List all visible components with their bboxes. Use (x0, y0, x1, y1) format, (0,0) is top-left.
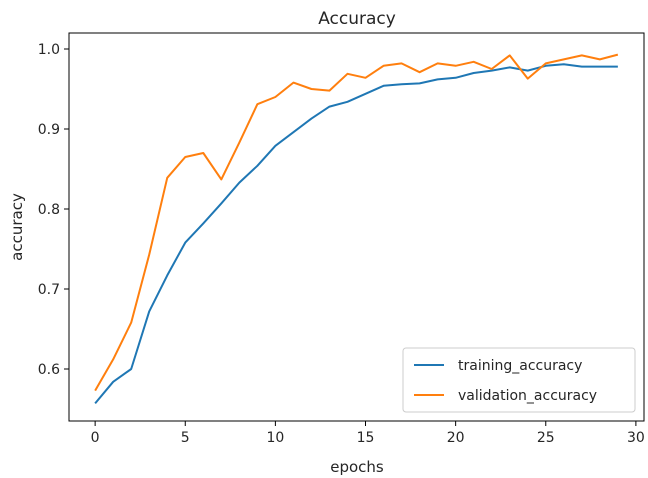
x-tick-label: 5 (181, 430, 190, 446)
series-line-validation-accuracy (94, 53, 619, 392)
x-tick-label: 15 (357, 430, 375, 446)
x-axis-label: epochs (330, 458, 384, 476)
plot-frame (68, 32, 645, 422)
y-tick-label: 0.9 (38, 122, 60, 138)
legend-box (402, 347, 636, 413)
legend-label-validation: validation_accuracy (458, 388, 597, 404)
y-tick-label: 1.0 (38, 42, 60, 58)
legend: training_accuracy validation_accuracy (402, 347, 636, 413)
chart-title: Accuracy (318, 9, 396, 29)
legend-label-training: training_accuracy (458, 358, 582, 374)
x-tick-label: 0 (91, 430, 100, 446)
x-tick-label: 20 (447, 430, 465, 446)
y-tick-label: 0.7 (38, 282, 60, 298)
series-line-training-accuracy (94, 63, 618, 405)
x-tick-label: 10 (266, 430, 284, 446)
x-tick-label: 30 (627, 430, 645, 446)
y-tick-label: 0.8 (38, 202, 60, 218)
y-tick-label: 0.6 (38, 362, 60, 378)
x-tick-label: 25 (537, 430, 555, 446)
y-axis: 0.6 0.7 0.8 0.9 1.0 (38, 42, 69, 378)
x-axis: 0 5 10 15 20 25 30 (91, 421, 645, 446)
y-axis-label: accuracy (8, 193, 26, 261)
plot-area (94, 53, 619, 405)
